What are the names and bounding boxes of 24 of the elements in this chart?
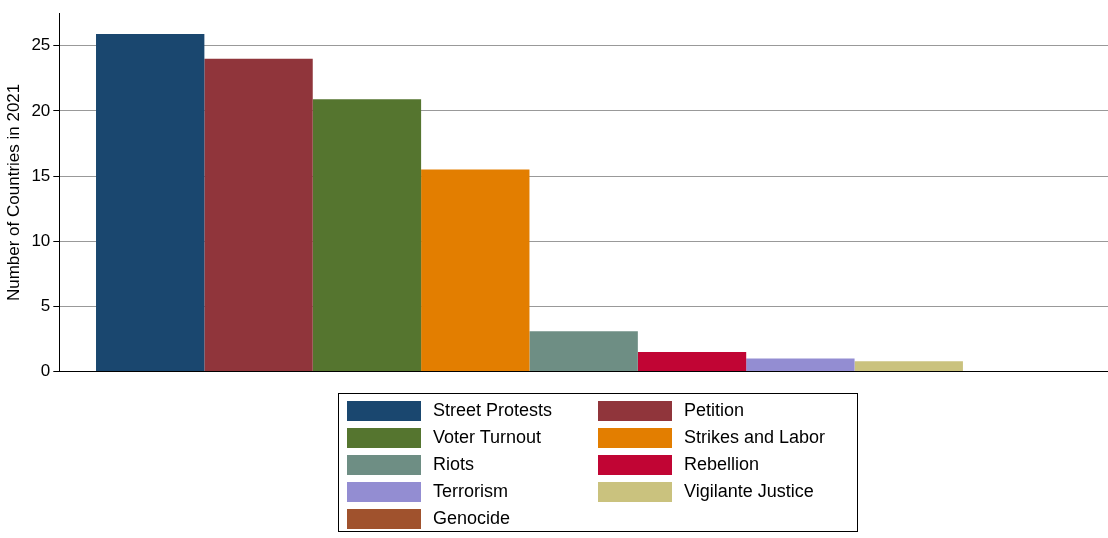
bar [637, 352, 747, 372]
y-tick-label: 0 [40, 361, 51, 381]
legend-label: Voter Turnout [433, 427, 542, 448]
legend-label: Terrorism [433, 481, 508, 502]
legend-label: Riots [433, 454, 475, 475]
y-tick-label: 10 [31, 230, 51, 250]
bar [854, 361, 963, 372]
legend-label: Petition [684, 400, 745, 421]
bar [204, 58, 313, 372]
legend-label: Street Protests [433, 400, 553, 421]
y-tick-label: 25 [31, 35, 51, 55]
bar [96, 34, 205, 372]
legend-label: Genocide [433, 508, 511, 529]
bar [421, 169, 530, 372]
legend-label: Vigilante Justice [684, 481, 814, 502]
bar [312, 99, 422, 372]
y-tick-label: 20 [31, 100, 51, 120]
y-tick-label: 5 [40, 296, 51, 316]
y-tick-label: 15 [31, 165, 51, 185]
y-axis-title: Number of Countries in 2021 [3, 83, 23, 302]
legend-label: Strikes and Labor [684, 427, 826, 448]
legend-label: Rebellion [684, 454, 760, 475]
bar [529, 331, 638, 372]
bar [746, 358, 855, 372]
